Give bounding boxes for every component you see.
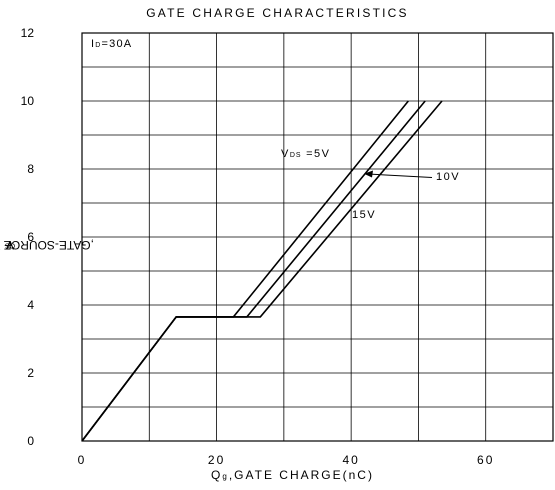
series-label-10v: 10V xyxy=(436,171,461,183)
vds-prefix: V xyxy=(281,148,290,160)
y-tick-label: 10 xyxy=(21,94,35,108)
xlabel-sub: g xyxy=(222,472,229,481)
condition-prefix: I xyxy=(91,38,96,50)
y-tick-label: 6 xyxy=(27,230,34,244)
annotation-arrow-head xyxy=(364,170,373,178)
x-axis-label: Qg,GATE CHARGE(nC) xyxy=(0,468,555,482)
chart-title: GATE CHARGE CHARACTERISTICS xyxy=(146,6,409,20)
series-label-15v: 15V xyxy=(352,209,377,221)
ylabel-rest: ,GATE-SOURCE VOLTAGE (V) xyxy=(0,238,95,252)
y-tick-label: 2 xyxy=(27,366,34,380)
vds-sub: DS xyxy=(289,152,302,159)
condition-sub: D xyxy=(95,42,102,49)
vds-suffix: =5V xyxy=(301,148,331,160)
y-tick-label: 4 xyxy=(27,298,34,312)
annotation-arrow-line xyxy=(367,173,433,178)
xlabel-q: Q xyxy=(211,468,223,482)
x-tick-label: 60 xyxy=(477,453,494,467)
plot-frame xyxy=(81,32,554,442)
x-tick-label: 0 xyxy=(78,453,87,467)
x-tick-label: 40 xyxy=(342,453,359,467)
y-tick-label: 0 xyxy=(27,434,34,448)
y-tick-label: 8 xyxy=(27,162,34,176)
x-tick-label: 20 xyxy=(208,453,225,467)
y-tick-label: 12 xyxy=(21,26,35,40)
series-line-3 xyxy=(81,100,443,442)
condition-label: ID=30A xyxy=(91,38,132,50)
series-label-5v: VDS =5V xyxy=(281,148,331,160)
condition-suffix: =30A xyxy=(101,38,133,50)
xlabel-rest: ,GATE CHARGE(nC) xyxy=(228,468,374,482)
